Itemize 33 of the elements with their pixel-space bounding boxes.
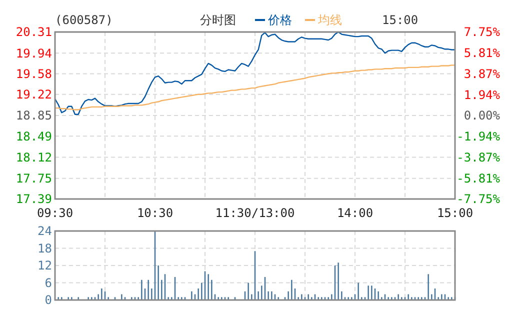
y-tick-label: 19.58 [16,66,52,81]
y-tick-label: 19.22 [16,88,52,102]
y-tick-label: 6 [44,276,52,290]
y2-tick-label: -5.81% [456,171,501,186]
y-tick-label: 18.12 [16,150,52,164]
y-tick-label: 17.75 [16,172,52,186]
y2-tick-label: -1.94% [456,130,501,144]
y-tick-label: 18.49 [16,129,52,144]
y-tick-label: 17.39 [16,192,52,206]
text: 15:00 [382,13,418,27]
y2-tick-label: 3.87% [464,67,501,82]
y-tick-label: 24 [38,224,52,238]
y2-tick-label: 1.94% [464,88,501,102]
chart-subtitle: 分时图 [200,13,236,27]
x-tick-label: 09:30 [36,206,74,220]
y2-tick-label: 7.75% [464,25,501,40]
legend-label: 均线 [317,13,342,28]
y-tick-label: 20.31 [16,25,52,40]
x-tick-label: 11:30/13:00 [215,206,295,220]
y2-tick-label: -7.75% [456,192,501,206]
x-tick-label: 15:00 [436,206,474,220]
y-tick-label: 18.85 [16,108,52,123]
y2-tick-label: -3.87% [456,150,501,164]
y-tick-label: 18 [38,241,52,256]
legend-label: 价格 [267,13,292,28]
y-tick-label: 19.94 [16,46,52,60]
y2-tick-label: 0.00% [464,108,501,123]
y2-tick-label: 5.81% [464,46,501,60]
x-tick-label: 10:30 [136,206,174,220]
x-tick-label: 14:00 [336,206,374,220]
y-tick-label: 0 [44,293,52,308]
chart-title: (600587) [55,13,113,27]
y-tick-label: 12 [38,258,52,273]
